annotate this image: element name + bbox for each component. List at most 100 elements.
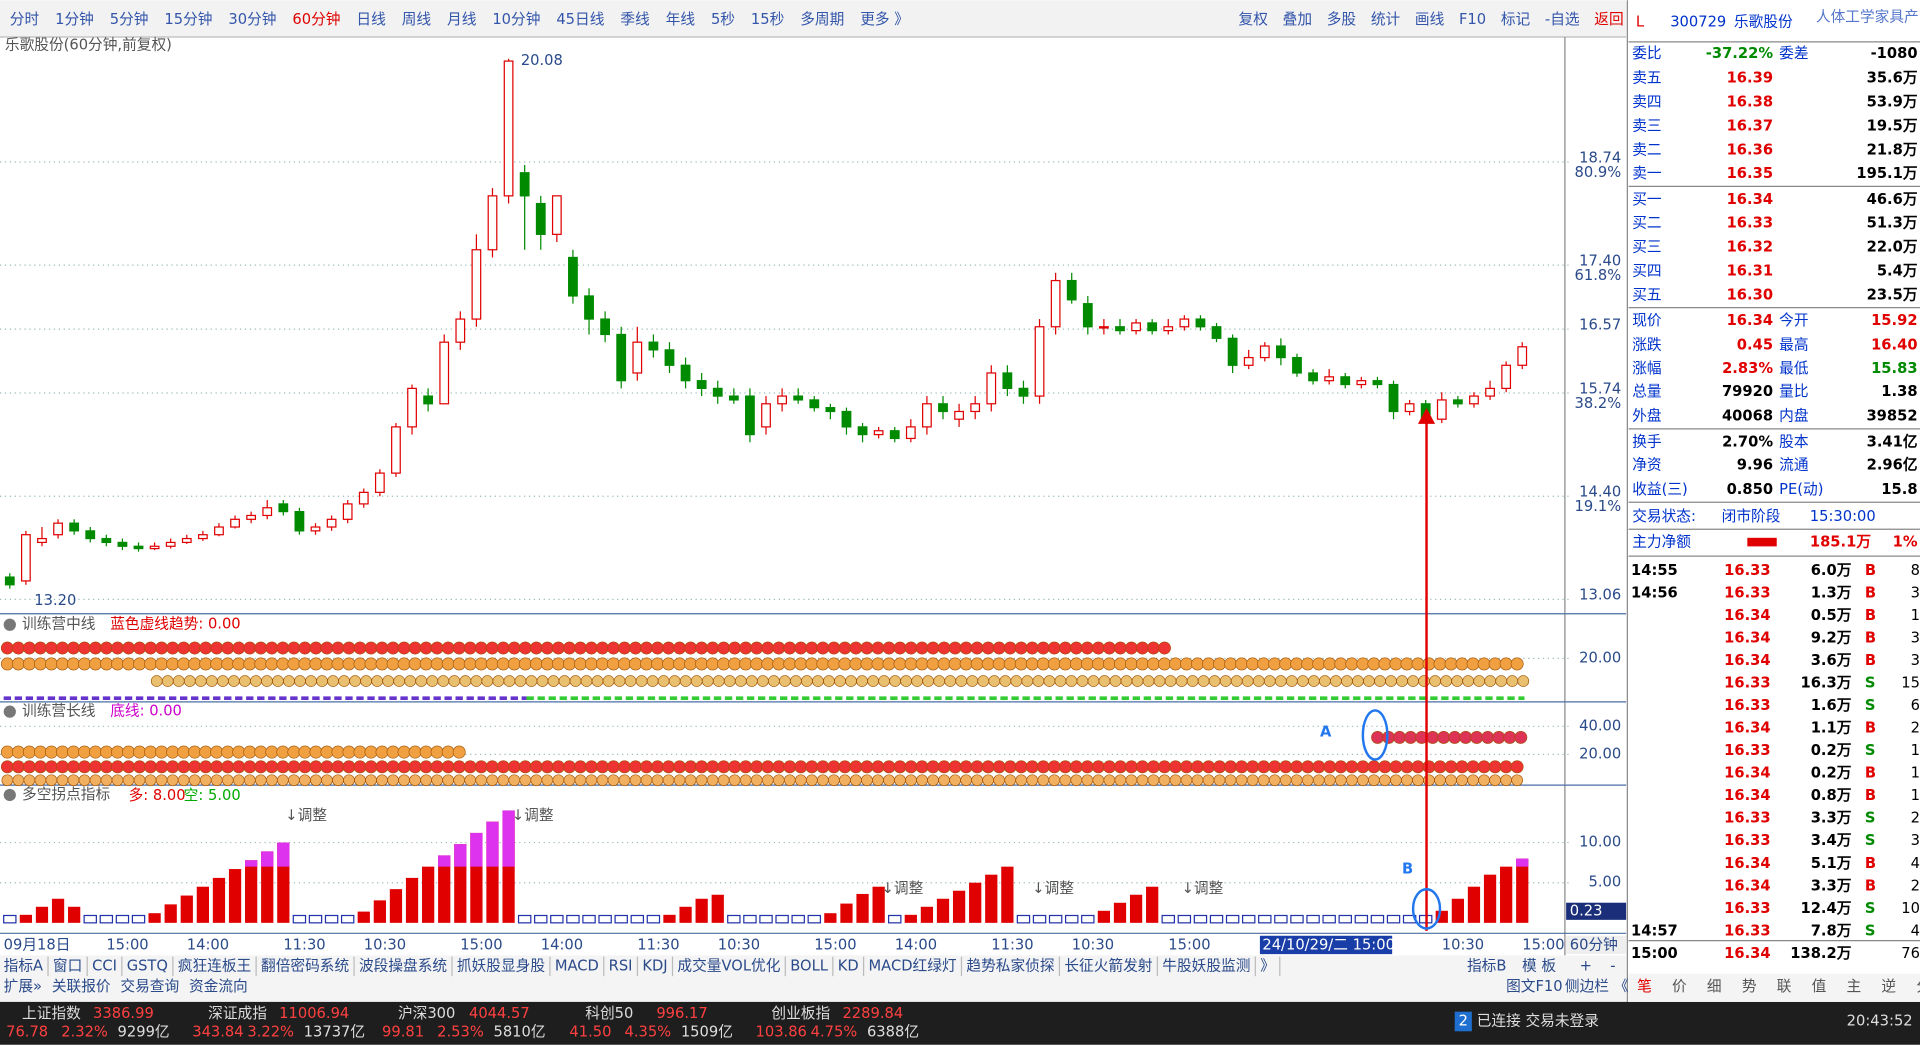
- tool-button[interactable]: 多股: [1327, 11, 1357, 28]
- period-tab[interactable]: 5分钟: [110, 11, 149, 28]
- quote-tab[interactable]: 势: [1742, 978, 1757, 995]
- period-tab[interactable]: 60分钟: [292, 11, 340, 28]
- function-tab[interactable]: 扩展»: [4, 978, 42, 995]
- quote-tab[interactable]: 细: [1707, 978, 1722, 995]
- quote-tab[interactable]: 值: [1812, 978, 1827, 995]
- period-tab[interactable]: 多周期: [800, 11, 844, 28]
- period-tab[interactable]: 月线: [447, 11, 477, 28]
- function-tab[interactable]: 图文F10: [1506, 978, 1563, 995]
- indicator-dot: [45, 641, 58, 655]
- tick-count: 6: [1911, 697, 1920, 714]
- quote-tab[interactable]: 联: [1777, 978, 1792, 995]
- period-tab[interactable]: 更多 》: [860, 11, 909, 28]
- indicator-dot: [750, 760, 764, 774]
- indicator-tab[interactable]: 疯狂连板王: [178, 956, 251, 974]
- indicator-tab[interactable]: 模 板: [1522, 956, 1556, 974]
- zoom-button[interactable]: -: [1610, 957, 1615, 974]
- indicator-tab[interactable]: 抓妖股显身股: [457, 957, 545, 974]
- indicator-dot: [1235, 657, 1249, 671]
- candle-body: [664, 349, 675, 366]
- period-tab[interactable]: 日线: [356, 11, 386, 28]
- period-tab[interactable]: 季线: [620, 11, 650, 28]
- order-volume: 53.9万: [1867, 94, 1918, 111]
- bar: [1516, 858, 1529, 923]
- tool-button[interactable]: 返回: [1594, 11, 1623, 28]
- function-tab[interactable]: 《: [1614, 978, 1629, 995]
- indicator-dot: [563, 774, 576, 787]
- function-tab[interactable]: 侧边栏: [1565, 978, 1609, 995]
- function-tab[interactable]: 关联报价: [52, 978, 111, 995]
- indicator-dot: [684, 657, 698, 671]
- quote-tab[interactable]: 逆: [1881, 978, 1896, 995]
- function-tab[interactable]: 资金流向: [189, 978, 248, 995]
- indicator-dot: [1015, 774, 1028, 787]
- indicator-tab[interactable]: MACD红绿灯: [868, 957, 956, 974]
- quote-tab[interactable]: 笔: [1637, 978, 1652, 995]
- period-tab[interactable]: 10分钟: [492, 11, 540, 28]
- candle-body: [1517, 346, 1528, 366]
- indicator-dot: [426, 675, 439, 687]
- candle-body: [1099, 326, 1109, 329]
- indicator-tab[interactable]: MACD: [555, 957, 599, 974]
- tool-button[interactable]: 标记: [1501, 11, 1531, 28]
- indicator-dot: [904, 760, 918, 774]
- candle-body: [712, 387, 723, 397]
- indicator-tab[interactable]: RSI: [609, 957, 633, 974]
- tool-button[interactable]: 复权: [1239, 10, 1269, 28]
- indicator-dot: [558, 675, 571, 687]
- indicator-tab[interactable]: 窗口: [53, 956, 82, 974]
- indicator-tab[interactable]: 趋势私家侦探: [966, 957, 1054, 974]
- collapse-icon[interactable]: [3, 705, 16, 718]
- indicator-dot: [1268, 774, 1281, 787]
- indicator-tab[interactable]: 长征火箭发射: [1064, 956, 1152, 974]
- indicator-tab[interactable]: GSTQ: [127, 957, 168, 974]
- field-value: 0.45: [1737, 337, 1773, 354]
- indicator-dot: [1368, 774, 1380, 787]
- indicator-tab[interactable]: KDJ: [642, 957, 667, 974]
- indicator-dot: [585, 641, 598, 655]
- indicator-dot: [712, 675, 725, 687]
- indicator-dot: [1319, 675, 1331, 687]
- indicator-dot: [618, 760, 631, 774]
- period-tab[interactable]: 年线: [666, 11, 696, 28]
- indicator-dot: [144, 641, 158, 655]
- indicator-tab[interactable]: 指标A: [4, 957, 43, 974]
- quote-tab[interactable]: 主: [1847, 978, 1862, 995]
- indicator-tab[interactable]: BOLL: [790, 957, 829, 974]
- indicator-dot: [640, 641, 653, 655]
- indicator-dot: [805, 641, 819, 655]
- function-tab[interactable]: 交易查询: [120, 977, 179, 995]
- period-tab[interactable]: 分时: [10, 11, 40, 28]
- period-tab[interactable]: 15分钟: [164, 11, 212, 28]
- quote-tab[interactable]: 价: [1672, 978, 1687, 995]
- zoom-button[interactable]: +: [1580, 957, 1592, 974]
- indicator-tab[interactable]: 指标B: [1467, 957, 1506, 974]
- period-tab[interactable]: 1分钟: [55, 11, 94, 28]
- indicator-dot: [210, 657, 224, 671]
- indicator-dot: [1010, 675, 1023, 687]
- period-tab[interactable]: 周线: [402, 11, 432, 28]
- period-tab[interactable]: 30分钟: [228, 11, 276, 28]
- period-tab[interactable]: 5秒: [711, 11, 735, 28]
- indicator-tab[interactable]: 波段操盘系统: [359, 956, 447, 974]
- tool-button[interactable]: F10: [1459, 11, 1486, 28]
- tool-button[interactable]: 统计: [1371, 11, 1401, 28]
- period-tab[interactable]: 45日线: [556, 11, 604, 28]
- indicator-tab[interactable]: 成交量VOL优化: [677, 956, 780, 974]
- indicator-tab[interactable]: 》: [1260, 957, 1275, 974]
- tool-button[interactable]: -自选: [1545, 11, 1580, 28]
- collapse-icon[interactable]: [3, 618, 16, 631]
- indicator-tab[interactable]: KD: [838, 957, 859, 974]
- indicator-dot: [1268, 760, 1282, 774]
- indicator-dot: [1136, 774, 1149, 787]
- tool-button[interactable]: 画线: [1415, 11, 1445, 28]
- collapse-icon[interactable]: [3, 788, 16, 802]
- indicator-dot: [188, 774, 201, 787]
- quote-tab[interactable]: 分: [1916, 978, 1920, 995]
- indicator-dot: [1158, 760, 1171, 774]
- indicator-tab[interactable]: 翻倍密码系统: [261, 957, 349, 974]
- tool-button[interactable]: 叠加: [1283, 11, 1312, 28]
- indicator-tab[interactable]: 牛股妖股监测: [1162, 957, 1250, 974]
- indicator-tab[interactable]: CCI: [92, 957, 117, 974]
- period-tab[interactable]: 15秒: [751, 11, 785, 28]
